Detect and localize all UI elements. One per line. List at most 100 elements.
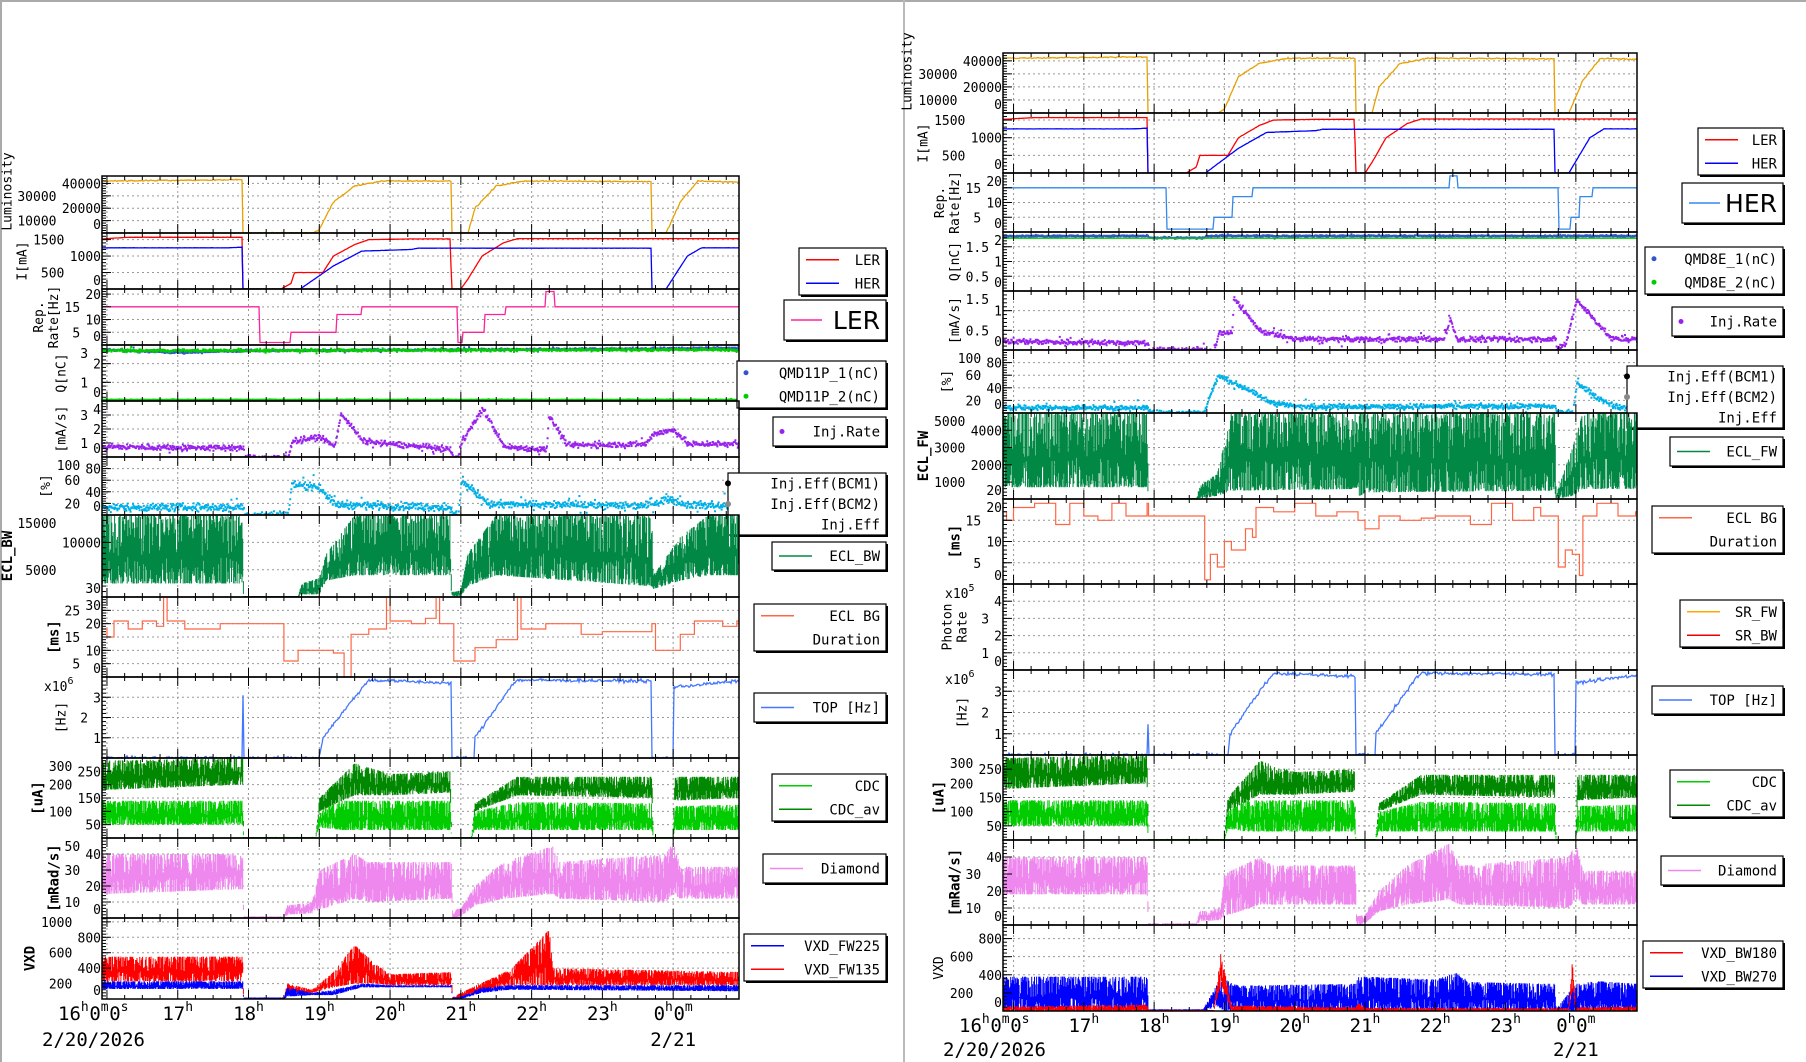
y-tick-label: 10 <box>85 644 101 659</box>
legend-label: QMD8E_1(nC) <box>1684 252 1777 268</box>
legend-label: Inj.Eff(BCM1) <box>770 476 880 492</box>
y-tick-label: 4 <box>994 595 1002 610</box>
time-unit: h <box>1373 1012 1381 1027</box>
series-group <box>1003 374 1637 413</box>
y-axis-label: Rep. <box>32 301 47 332</box>
time-value: 18 <box>1139 1015 1162 1037</box>
legend-dot-marker <box>1651 279 1657 285</box>
series-ler <box>102 290 739 344</box>
time-value: 0 <box>1576 1015 1587 1037</box>
time-value: 0 <box>654 1003 665 1025</box>
legend-photon-rate: SR_FW SR_BW <box>1679 599 1785 649</box>
y-axis-label: [mA/s] <box>55 406 70 453</box>
y-axis-label: Rate <box>956 611 971 642</box>
y-tick-label: 2 <box>80 712 88 727</box>
y-tick-label: 4000 <box>971 424 1002 439</box>
legend-label: Duration <box>1710 534 1777 550</box>
grid <box>102 597 739 677</box>
y-tick-label: 5 <box>973 557 981 572</box>
legend-label: Duration <box>813 632 880 648</box>
series-ler <box>102 236 739 289</box>
y-tick-label: 0 <box>994 217 1002 232</box>
y-tick-label: 1000 <box>70 250 101 265</box>
y-tick-label: 0 <box>994 276 1002 291</box>
series-group <box>1003 232 1637 240</box>
legend-box <box>1651 505 1784 554</box>
grid <box>1003 291 1637 350</box>
axis-ticks <box>1003 669 1630 756</box>
y-tick-label: 100 <box>57 459 80 474</box>
series-group <box>1003 954 1637 1011</box>
panel-ecl-bg-duration: 05 10 15 20 [ms] ECL BG Duration <box>947 498 1785 585</box>
series-group <box>1003 55 1637 113</box>
legend-label: ECL BG <box>1726 511 1777 527</box>
legend-label: LER <box>833 306 880 335</box>
y-tick-label: 50 <box>65 840 81 855</box>
time-value: 0 <box>89 1003 100 1025</box>
y-tick-label: 15 <box>65 631 81 646</box>
legend-box <box>1697 127 1784 176</box>
series-inj-rate <box>102 406 739 457</box>
time-value: 0 <box>109 1003 120 1025</box>
date-label: 2/21 <box>1553 1039 1599 1061</box>
legend-label: CDC <box>855 779 880 795</box>
time-unit: m <box>101 1000 109 1015</box>
y-tick-label: 0 <box>93 903 101 918</box>
series-group <box>102 931 739 999</box>
time-tick-label: 21h <box>1350 1012 1381 1037</box>
ler-canvas: 010000200003000040000Luminosity050010001… <box>0 152 888 1051</box>
y-tick-label: 2 <box>994 630 1002 645</box>
axis-ticks <box>102 400 727 458</box>
time-tick-label: 20h <box>1279 1012 1310 1037</box>
legend-top: TOP [Hz] <box>1651 685 1785 716</box>
legend-inj-eff: Inj.Eff(BCM1) Inj.Eff(BCM2) Inj.Eff <box>1624 365 1785 430</box>
y-tick-label: 1 <box>994 305 1002 320</box>
time-value: 21 <box>1350 1015 1373 1037</box>
y-axis-label: I[mA] <box>15 241 30 280</box>
y-tick-label: 0 <box>93 442 101 457</box>
axis-multiplier: x106 <box>44 676 74 695</box>
series-inj-eff <box>1003 374 1637 413</box>
time-unit: h <box>398 1000 406 1015</box>
multiplier-base: x10 <box>945 673 968 688</box>
series-group <box>102 677 739 758</box>
y-axis-label: [%] <box>39 474 54 497</box>
grid <box>1003 350 1637 413</box>
legend-label: Inj.Eff(BCM1) <box>1667 369 1777 385</box>
y-tick-label: 1000 <box>971 132 1002 147</box>
legend-charge: QMD11P_1(nC) QMD11P_2(nC) <box>736 360 888 410</box>
y-tick-label: 0 <box>994 335 1002 350</box>
y-tick-label: 0 <box>93 386 101 401</box>
legend-dot-marker <box>1624 373 1630 380</box>
legend-label: QMD8E_2(nC) <box>1684 275 1777 291</box>
y-tick-label: 10000 <box>17 215 56 230</box>
time-tick-label: 20h <box>375 1000 406 1025</box>
series-her <box>1003 127 1637 173</box>
legend-label: Inj.Eff(BCM2) <box>770 497 880 513</box>
time-tick-label: 21h <box>445 1000 476 1025</box>
legend-current: LER HER <box>798 247 888 297</box>
legend-current: LER HER <box>1697 127 1785 177</box>
grid <box>102 289 739 345</box>
time-tick-label: 19h <box>304 1000 335 1025</box>
y-tick-label: 10 <box>65 896 81 911</box>
y-tick-label: 1.5 <box>966 293 989 308</box>
legend-label: ECL BG <box>829 609 880 625</box>
y-tick-label: 400 <box>979 969 1002 984</box>
y-tick-label: 250 <box>979 763 1002 778</box>
series-qmd11p-2-nc-low <box>102 397 739 401</box>
y-tick-label: 400 <box>78 962 101 977</box>
panel-ecl-bg-duration: 05 10 15 20 25 30 [ms] ECL BG Duration <box>46 596 888 678</box>
panel-vxd: 0 200 400 600 800 VXD VXD_BW180 VXD_BW270 <box>932 924 1785 1012</box>
y-tick-label: 40000 <box>963 55 1002 70</box>
panel-diamond: 0 10 20 30 40 [mRad/s] Diamond <box>947 839 1785 926</box>
y-tick-label: 15 <box>966 182 982 197</box>
y-tick-label: 15 <box>966 514 982 529</box>
grid <box>1003 232 1637 291</box>
grid <box>1003 173 1637 232</box>
series-ler <box>1003 116 1637 173</box>
time-unit: h <box>1162 1012 1170 1027</box>
